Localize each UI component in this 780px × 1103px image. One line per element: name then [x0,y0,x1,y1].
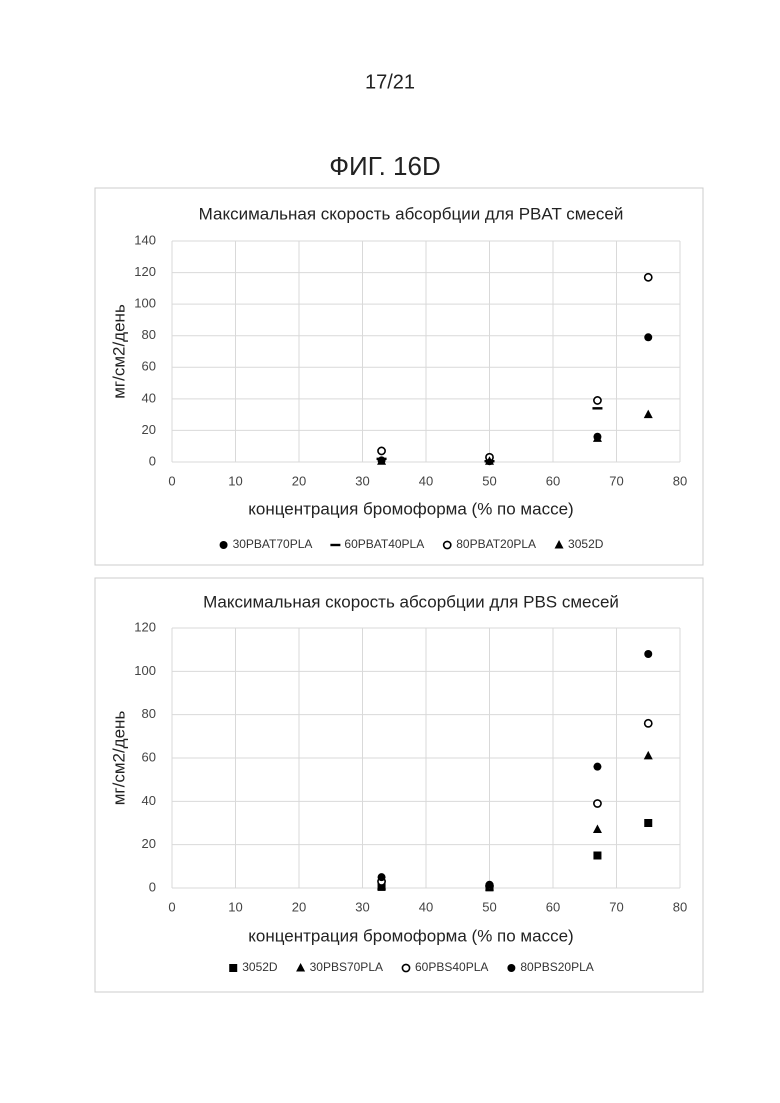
x-tick-label: 30 [355,899,369,914]
x-tick-label: 70 [609,899,623,914]
marker [592,407,602,409]
y-tick-label: 0 [149,453,156,468]
marker [296,963,305,972]
x-tick-label: 80 [673,899,687,914]
y-tick-label: 120 [134,264,156,279]
x-axis-label: концентрация бромоформа (% по массе) [248,926,573,945]
marker [645,720,652,727]
legend: 3052D 30PBS70PLA 60PBS40PLA 80PBS20PLA [229,960,594,974]
marker [486,881,494,889]
x-tick-label: 50 [482,473,496,488]
marker [594,397,601,404]
y-tick-label: 0 [149,879,156,894]
legend-label: 3052D [568,537,604,551]
legend-label: 30PBAT70PLA [233,537,313,551]
x-tick-label: 60 [546,899,560,914]
legend-label: 30PBS70PLA [310,960,383,974]
x-tick-label: 70 [609,473,623,488]
y-tick-label: 40 [142,793,156,808]
figure-label: ФИГ. 16D [329,151,441,181]
chart-title: Максимальная скорость абсорбции для PBAT… [199,204,624,223]
legend-label: 80PBS20PLA [520,960,593,974]
legend-label: 60PBS40PLA [415,960,488,974]
marker [402,964,409,971]
marker [330,544,340,546]
y-tick-label: 120 [134,619,156,634]
y-tick-label: 20 [142,422,156,437]
y-tick-label: 100 [134,663,156,678]
y-tick-label: 80 [142,327,156,342]
x-tick-label: 20 [292,473,306,488]
marker [594,800,601,807]
x-tick-label: 0 [168,899,175,914]
x-tick-label: 30 [355,473,369,488]
marker [644,650,652,658]
marker [444,541,451,548]
marker [555,540,564,549]
y-tick-label: 80 [142,706,156,721]
x-tick-label: 40 [419,473,433,488]
marker [378,873,386,881]
marker [229,964,237,972]
legend-label: 80PBAT20PLA [456,537,536,551]
marker [593,825,602,834]
marker [644,819,652,827]
x-tick-label: 50 [482,899,496,914]
y-tick-label: 140 [134,232,156,247]
y-tick-label: 60 [142,359,156,374]
marker [507,964,515,972]
marker [644,410,653,419]
x-tick-label: 10 [228,473,242,488]
x-tick-label: 0 [168,473,175,488]
x-tick-label: 40 [419,899,433,914]
y-axis-label: мг/см2/день [109,711,128,806]
marker [593,763,601,771]
marker [645,274,652,281]
y-tick-label: 20 [142,836,156,851]
legend-label: 3052D [242,960,278,974]
x-tick-label: 10 [228,899,242,914]
marker [644,751,653,760]
legend: 30PBAT70PLA 60PBAT40PLA 80PBAT20PLA 3052D [220,537,604,551]
x-tick-label: 20 [292,899,306,914]
x-axis-label: концентрация бромоформа (% по массе) [248,499,573,518]
marker [220,541,228,549]
legend-label: 60PBAT40PLA [344,537,424,551]
x-tick-label: 60 [546,473,560,488]
y-tick-label: 100 [134,296,156,311]
page: 17/21 ФИГ. 16D Максимальная скорость абс… [0,0,780,1103]
y-tick-label: 60 [142,749,156,764]
page-number: 17/21 [365,71,415,93]
y-tick-label: 40 [142,390,156,405]
y-axis-label: мг/см2/день [109,304,128,399]
marker [644,333,652,341]
marker [593,852,601,860]
chart-title: Максимальная скорость абсорбции для PBS … [203,592,619,611]
x-tick-label: 80 [673,473,687,488]
marker [378,447,385,454]
